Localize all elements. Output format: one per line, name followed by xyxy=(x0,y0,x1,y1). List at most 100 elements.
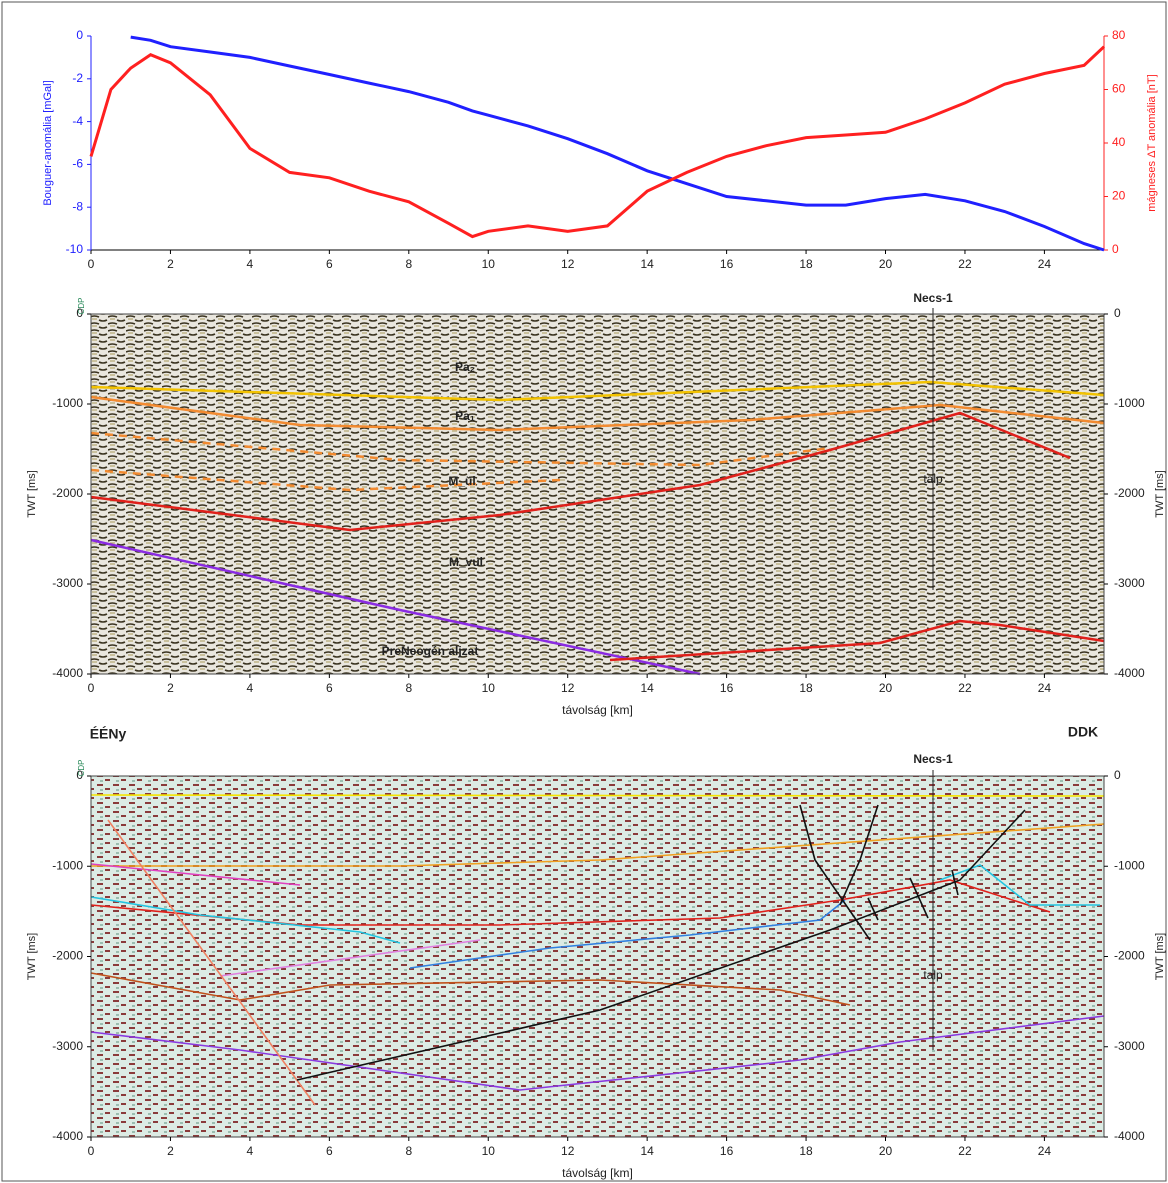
x-tick-label: 20 xyxy=(879,681,893,695)
annotation: M_ül xyxy=(448,474,475,488)
y-tick-label: -4000 xyxy=(52,1129,83,1143)
horizon xyxy=(219,939,481,977)
y-axis-label-right: TWT [ms] xyxy=(1154,470,1166,517)
horizon xyxy=(939,864,1100,906)
annotation: talp xyxy=(923,472,943,486)
horizon xyxy=(91,823,1105,867)
x-tick-label: 4 xyxy=(247,681,254,695)
x-tick-label: 0 xyxy=(88,681,95,695)
x-tick-label: 14 xyxy=(640,1144,654,1158)
y-tick-label: -8 xyxy=(72,199,83,213)
horizon xyxy=(90,380,1105,402)
annotation: PreNeogén aljzat xyxy=(382,644,479,658)
x-tick-label: 0 xyxy=(88,257,95,271)
x-tick-label: 2 xyxy=(167,681,174,695)
y-tick-label: -3000 xyxy=(52,1039,83,1053)
x-tick-label: 22 xyxy=(958,1144,972,1158)
x-tick-label: 20 xyxy=(879,1144,893,1158)
x-tick-label: 12 xyxy=(561,1144,575,1158)
x-tick-label: 8 xyxy=(405,681,412,695)
annotation: Necs-1 xyxy=(913,291,953,305)
y2-tick-label: 60 xyxy=(1112,82,1126,96)
y-tick-label-right: 0 xyxy=(1114,768,1121,782)
y-tick-label: -2000 xyxy=(52,949,83,963)
fault xyxy=(909,877,929,919)
horizon xyxy=(409,899,846,969)
seismic-image xyxy=(91,314,1104,674)
annotation: CDP xyxy=(77,760,86,777)
y-tick-label-right: -4000 xyxy=(1114,666,1145,680)
annotation: ÉÉNy xyxy=(90,726,127,742)
horizon xyxy=(90,863,301,886)
x-tick-label: 14 xyxy=(640,257,654,271)
y2-tick-label: 20 xyxy=(1112,189,1126,203)
y-axis-label-right: TWT [ms] xyxy=(1154,933,1166,980)
y-tick-label-right: -3000 xyxy=(1114,576,1145,590)
x-axis-label: távolság [km] xyxy=(562,1166,633,1180)
y-tick-label: -2000 xyxy=(52,486,83,500)
y-tick-label: -1000 xyxy=(52,858,83,872)
x-tick-label: 2 xyxy=(167,257,174,271)
x-tick-label: 10 xyxy=(482,1144,496,1158)
x-tick-label: 4 xyxy=(247,1144,254,1158)
x-tick-label: 16 xyxy=(720,681,734,695)
x-tick-label: 10 xyxy=(482,681,496,695)
y2-tick-label: 40 xyxy=(1112,135,1126,149)
x-tick-label: 24 xyxy=(1038,681,1052,695)
y-tick-label-right: -4000 xyxy=(1114,1129,1145,1143)
y-tick-label: -10 xyxy=(66,242,84,256)
x-tick-label: 12 xyxy=(561,681,575,695)
annotation: DDK xyxy=(1068,724,1098,740)
x-tick-label: 6 xyxy=(326,1144,333,1158)
fault xyxy=(296,809,1026,1081)
fault xyxy=(867,897,879,921)
y-tick-label: 0 xyxy=(76,768,83,782)
y-tick-label: 0 xyxy=(76,306,83,320)
x-tick-label: 4 xyxy=(247,257,254,271)
y-tick-label-right: -3000 xyxy=(1114,1039,1145,1053)
x-tick-label: 12 xyxy=(561,257,575,271)
horizon xyxy=(90,794,1105,797)
horizon xyxy=(90,538,701,676)
x-tick-label: 18 xyxy=(799,681,813,695)
horizon xyxy=(90,972,851,1006)
annotation: M_vul xyxy=(449,555,483,569)
fault xyxy=(951,869,959,896)
y-tick-label-right: -1000 xyxy=(1114,858,1145,872)
x-tick-label: 8 xyxy=(405,257,412,271)
y-tick-label-right: -2000 xyxy=(1114,486,1145,500)
horizons xyxy=(90,308,1105,676)
horizon xyxy=(90,468,561,492)
x-tick-label: 24 xyxy=(1038,1144,1052,1158)
y-tick-label: -4 xyxy=(72,114,83,128)
fault xyxy=(107,819,316,1106)
x-tick-label: 10 xyxy=(482,257,496,271)
x-tick-label: 16 xyxy=(720,257,734,271)
y2-tick-label: 80 xyxy=(1112,28,1126,42)
x-tick-label: 8 xyxy=(405,1144,412,1158)
x-tick-label: 18 xyxy=(799,1144,813,1158)
y-axis-label: TWT [ms] xyxy=(26,933,38,980)
y-axis-label: Bouguer-anomália [mGal] xyxy=(42,80,54,205)
x-tick-label: 6 xyxy=(326,257,333,271)
data-line xyxy=(130,35,1105,252)
y2-axis-label: mágneses ΔT anomália [nT] xyxy=(1146,74,1158,211)
annotation: talp xyxy=(923,968,943,982)
horizon xyxy=(90,896,401,944)
horizon xyxy=(609,619,1105,662)
horizon xyxy=(90,431,831,467)
seismic-image xyxy=(91,776,1104,1137)
annotation: Necs-1 xyxy=(913,752,953,766)
y-axis-label: TWT [ms] xyxy=(26,470,38,517)
y-tick-label: -4000 xyxy=(52,666,83,680)
x-tick-label: 24 xyxy=(1038,257,1052,271)
x-tick-label: 18 xyxy=(799,257,813,271)
x-tick-label: 14 xyxy=(640,681,654,695)
y-tick-label: 0 xyxy=(76,28,83,42)
y-tick-label: -2 xyxy=(72,71,83,85)
x-tick-label: 0 xyxy=(88,1144,95,1158)
y-tick-label-right: -2000 xyxy=(1114,949,1145,963)
y2-tick-label: 0 xyxy=(1112,242,1119,256)
